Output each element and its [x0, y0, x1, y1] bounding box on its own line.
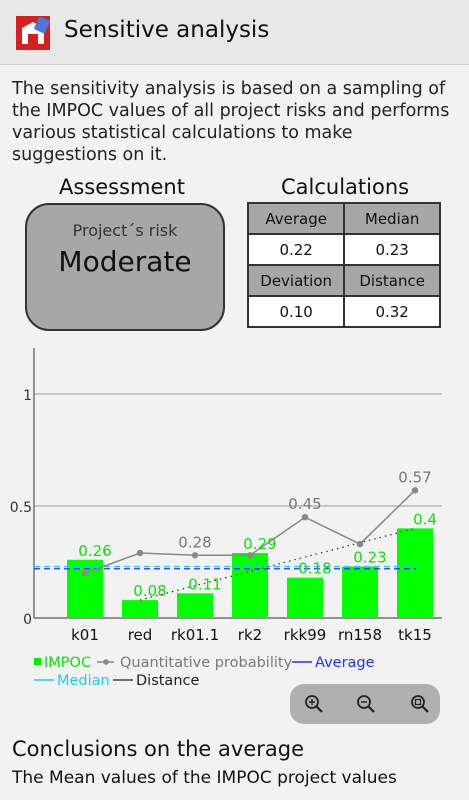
bar-value-label: 0.23 [353, 548, 386, 566]
probability-point-rk2 [246, 552, 254, 559]
probability-label: 0.28 [178, 533, 211, 551]
assessment-title: Assessment [59, 175, 185, 199]
probability-point-red [136, 549, 144, 557]
project-risk-box: Project´s risk Moderate [25, 203, 225, 331]
bar-tk15 [397, 528, 433, 618]
zoom-controls [290, 684, 440, 724]
intro-text: The sensitivity analysis is based on a s… [12, 79, 450, 165]
legend-median: Median [57, 673, 110, 689]
x-tick-label: rn158 [338, 626, 382, 644]
bar-red [122, 600, 158, 618]
legend-probability-dot [103, 659, 109, 665]
zoom-reset-icon[interactable] [406, 690, 434, 718]
probability-point-tk15 [411, 487, 419, 494]
conclusion-text: The Mean values of the IMPOC project val… [12, 768, 397, 788]
legend-distance: Distance [136, 673, 199, 689]
probability-point-rk01.1 [191, 552, 199, 559]
y-tick-label: 1 [23, 388, 32, 404]
project-risk-value: Moderate [58, 245, 192, 278]
calculations-title: Calculations [281, 175, 410, 199]
conclusion-title: Conclusions on the average [12, 737, 305, 761]
probability-point-rkk99 [301, 514, 309, 521]
bar-value-label: 0.4 [413, 510, 437, 528]
x-tick-label: rkk99 [284, 626, 327, 644]
bar-rk01.1 [177, 593, 213, 618]
bar-rk2 [232, 553, 268, 618]
impoc-chart[interactable]: 0 0.5 1 0.28 0.45 0.57 0.26 0.08 0.11 0.29 0.18 0.2… [0, 340, 469, 690]
value-average: 0.22 [246, 233, 346, 266]
probability-label: 0.45 [288, 495, 321, 513]
legend-average: Average [315, 655, 375, 671]
zoom-in-icon[interactable] [300, 690, 328, 718]
x-tick-label: red [128, 626, 153, 644]
bar-value-label: 0.18 [298, 560, 331, 578]
probability-point-k01 [81, 570, 89, 577]
value-deviation: 0.10 [246, 295, 346, 328]
header-average: Average [246, 202, 346, 235]
legend-impoc-swatch [34, 658, 41, 665]
zoom-out-icon[interactable] [352, 690, 380, 718]
header-deviation: Deviation [246, 264, 346, 297]
x-tick-label: rk01.1 [171, 626, 219, 644]
x-tick-label: k01 [71, 626, 99, 644]
distance-line [139, 527, 416, 601]
probability-label: 0.57 [398, 468, 431, 486]
bar-rn158 [342, 566, 378, 618]
y-tick-label: 0.5 [10, 500, 32, 516]
probability-point-rn158 [356, 540, 364, 548]
y-tick-label: 0 [23, 612, 32, 628]
bar-value-label: 0.26 [78, 542, 111, 560]
bar-value-label: 0.11 [188, 575, 221, 593]
project-risk-label: Project´s risk [72, 221, 178, 240]
bar-value-label: 0.29 [243, 535, 276, 553]
legend-impoc: IMPOC [44, 655, 91, 671]
app-title: Sensitive analysis [64, 17, 270, 43]
bar-rkk99 [287, 577, 323, 618]
header-median: Median [343, 202, 441, 235]
value-distance: 0.32 [343, 295, 441, 328]
app-bar: Sensitive analysis [0, 0, 469, 65]
calculations-table: Average Median 0.22 0.23 Deviation Dista… [246, 202, 441, 328]
value-median: 0.23 [343, 233, 441, 266]
bar-value-label: 0.08 [133, 582, 166, 600]
legend-probability: Quantitative probability [120, 655, 293, 671]
header-distance: Distance [343, 264, 441, 297]
x-tick-label: rk2 [238, 626, 262, 644]
x-tick-label: tk15 [398, 626, 432, 644]
app-logo-icon[interactable] [16, 16, 50, 50]
